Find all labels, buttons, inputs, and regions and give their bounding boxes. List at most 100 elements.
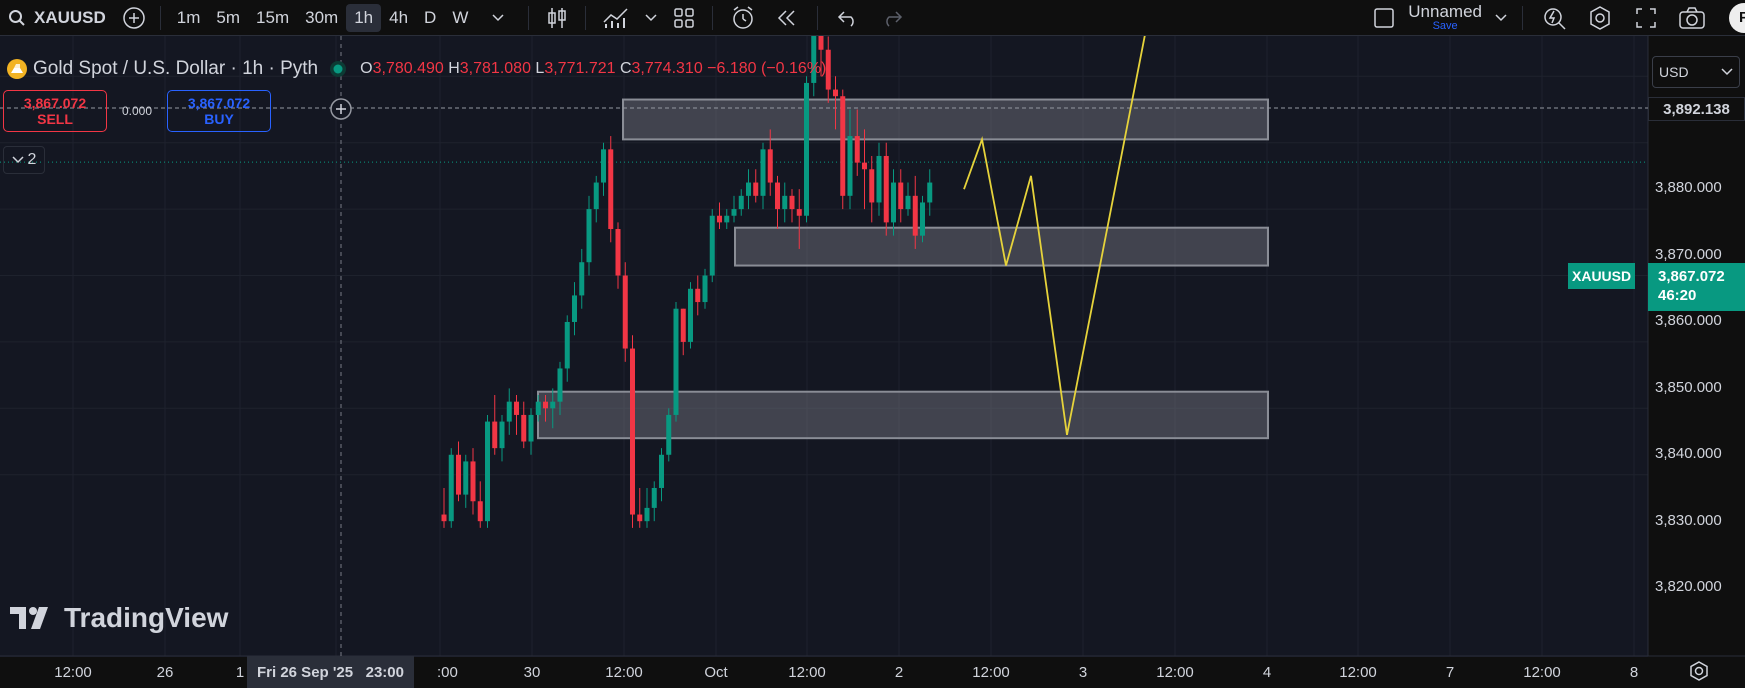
lightning-search-icon [1544,7,1566,30]
layout-dropdown-button[interactable] [1488,0,1514,36]
indicators-icon [603,7,628,28]
time-label: 2 [894,664,904,681]
undo-icon [838,10,855,27]
timeframe-d[interactable]: D [424,7,437,27]
support-resistance-zone [537,390,1269,440]
candle-body [448,454,454,522]
low-value: 3,771.721 [544,60,616,77]
candle-body [804,82,809,216]
time-label: :00 [437,664,458,681]
indicators-dropdown-button[interactable] [638,0,664,36]
alert-button[interactable] [721,0,765,36]
candle-body [840,96,846,196]
indicators-collapse-button[interactable]: 2 [3,146,45,174]
settings-button[interactable] [1577,0,1623,36]
chart-type-button[interactable] [537,0,577,36]
spread-value: 0.000 [121,104,153,118]
timeframe-dropdown-button[interactable] [476,0,520,36]
chart-canvas[interactable] [0,36,1745,688]
sell-button[interactable]: 3,867.072 SELL [3,90,107,132]
candle-body [535,401,541,415]
candle-body [586,209,592,263]
timeframe-4h[interactable]: 4h [389,7,409,27]
price-label: 3,820.000 [1655,578,1722,595]
open-value: 3,780.490 [372,60,444,77]
candle-body [673,308,679,415]
gear-icon [1690,661,1708,681]
chevron-down-icon [12,156,24,164]
indicators-count: 2 [27,151,37,168]
toolbar-divider [528,5,530,30]
candle-body [862,162,867,170]
bar-countdown: 46:20 [1658,287,1697,304]
scale-settings-button[interactable] [1688,660,1710,688]
price-label: 3,840.000 [1655,445,1722,462]
legend-ohlc: O3,780.490 H3,781.080 L3,771.721 C3,774.… [360,60,826,78]
snapshot-button[interactable] [1669,0,1715,36]
candle-body [564,321,570,369]
undo-button[interactable] [826,0,870,36]
symbol-name: XAUUSD [34,7,106,27]
crosshair-time-text: Fri 26 Sep '25 23:00 [257,663,404,681]
candle-body [731,209,737,216]
timeframe-1m[interactable]: 1m [176,7,201,27]
candle-body [593,182,599,210]
templates-button[interactable] [664,0,704,36]
market-open-icon [330,61,347,77]
candle-body [789,195,795,210]
redo-button[interactable] [870,0,914,36]
chevron-down-icon [1495,13,1507,21]
candle-body [883,155,889,223]
candle-body [550,401,556,409]
candle-body [891,182,896,223]
candle-body [854,136,860,163]
close-key: C [619,60,632,77]
layout-name-button[interactable]: Unnamed Save [1402,2,1488,32]
candle-body [833,89,838,97]
price-label: 3,870.000 [1655,246,1722,263]
time-label: 12:00 [1339,664,1377,681]
time-label: 3 [1078,664,1088,681]
grid-icon [674,7,695,28]
candle-body [898,182,904,210]
candle-body [644,507,650,522]
symbol-price-tag: XAUUSD [1568,263,1636,289]
buy-label: BUY [204,111,234,127]
indicators-button[interactable] [594,0,638,36]
fullscreen-button[interactable] [1623,0,1669,36]
candle-body [557,368,563,402]
low-key: L [535,60,545,77]
candle-body [920,202,925,236]
buy-button[interactable]: 3,867.072 BUY [167,90,271,132]
timeframe-30m[interactable]: 30m [305,7,339,27]
replay-button[interactable] [765,0,809,36]
candle-body [659,454,664,488]
last-price: 3,867.072 [1658,268,1725,286]
horizontal-line-price-tag[interactable]: 3,892.138 [1648,97,1745,121]
candle-body [680,308,686,342]
save-label: Save [1432,19,1458,32]
candle-body [572,295,577,322]
candle-body [709,215,715,276]
time-label: 4 [1262,664,1272,681]
layout-select-button[interactable] [1366,0,1402,36]
candle-body [775,182,780,210]
avatar[interactable]: P [1729,2,1745,33]
symbol-search-button[interactable]: XAUUSD [0,8,116,28]
timeframe-1h[interactable]: 1h [346,3,382,32]
compare-symbol-button[interactable] [116,0,152,36]
candle-body [905,195,911,210]
redo-icon [886,10,903,27]
timeframe-15m[interactable]: 15m [256,7,290,27]
time-label: 7 [1445,664,1455,681]
timeframe-w[interactable]: W [452,7,469,27]
timeframe-5m[interactable]: 5m [216,7,241,27]
projection-path [963,36,1146,436]
time-label: 26 [156,664,174,681]
currency-select[interactable]: USD [1652,56,1740,88]
quick-search-button[interactable] [1531,0,1577,36]
candle-body [579,262,585,296]
legend-symbol-title[interactable]: Gold Spot / U.S. Dollar · 1h · Pyth [33,58,319,79]
fullscreen-icon [1636,7,1656,28]
currency-value: USD [1659,64,1689,80]
